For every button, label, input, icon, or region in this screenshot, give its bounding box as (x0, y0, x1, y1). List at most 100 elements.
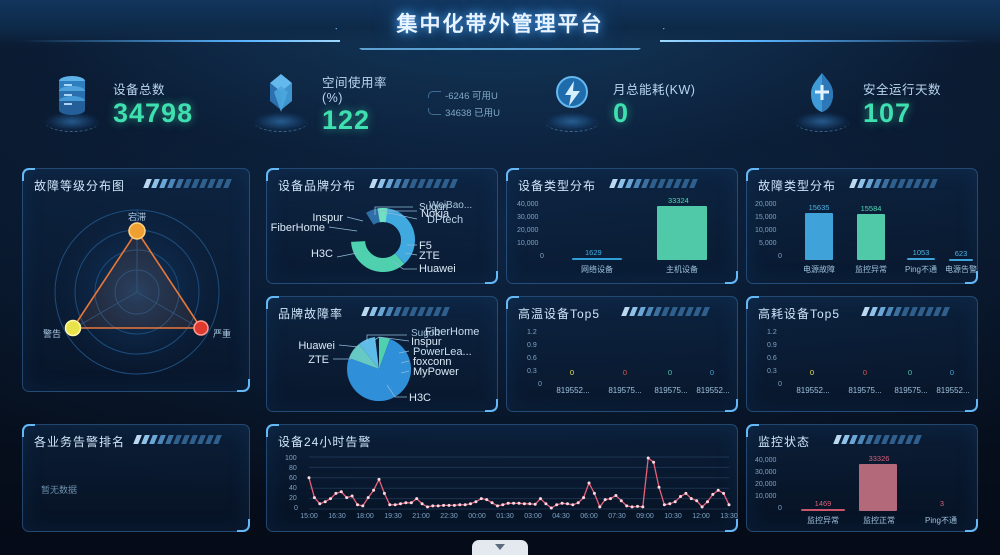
panel-stripes-icon (369, 179, 458, 188)
x-tick: 01:30 (496, 513, 514, 520)
bar-value: 33326 (868, 454, 890, 463)
line-chart-device-24h-alarm: 100 80 60 40 20 0 15:00 16:30 18:00 19:30 21… (267, 451, 739, 527)
used-u-row: 34638 已用U (428, 105, 500, 119)
x-tick: 监控异常 (807, 516, 839, 525)
bar-value: 0 (862, 368, 868, 377)
panel-title: 各业务告警排名 (34, 435, 126, 449)
bar-value: 623 (954, 249, 968, 258)
x-tick: 819575... (608, 386, 642, 395)
x-tick: 03:00 (524, 513, 542, 520)
panel-title: 高耗设备Top5 (758, 307, 841, 321)
y-tick: 20,000 (755, 481, 777, 488)
bar-monitor-abnormal (857, 214, 885, 260)
panel-monitor-status[interactable]: 监控状态 40,000 30,000 20,000 10,000 0 1469 … (746, 424, 978, 532)
x-tick: 819552... (696, 386, 730, 395)
x-tick: 21:00 (412, 513, 430, 520)
panel-device-brand[interactable]: 设备品牌分布 In (266, 168, 498, 284)
y-tick: 40 (289, 485, 297, 492)
panel-title: 设备类型分布 (518, 179, 597, 193)
panel-high-power-top5[interactable]: 高耗设备Top5 1.2 0.9 0.6 0.3 0 0 0 0 0 81955… (746, 296, 978, 412)
x-tick: 12:00 (692, 513, 710, 520)
kpi-value: 34798 (113, 97, 194, 128)
x-tick: 819575... (654, 386, 688, 395)
x-tick: Ping不通 (924, 516, 957, 525)
x-tick: 819552... (936, 386, 970, 395)
panel-stripes-icon (133, 435, 222, 444)
collapse-panel-button[interactable] (472, 540, 528, 555)
kpi-space-usage[interactable]: 空间使用率(%) 122 -6246 可用U 34638 已用U (250, 58, 500, 148)
panel-brand-fault-rate[interactable]: 品牌故障率 Huawei ZTE (266, 296, 498, 412)
svg-text:Inspur: Inspur (312, 212, 343, 224)
x-tick: 13:30 (720, 513, 738, 520)
panel-device-24h-alarm[interactable]: 设备24小时告警 100 80 60 40 20 0 15:00 16:30 18:… (266, 424, 738, 532)
y-tick: 0 (538, 381, 542, 388)
leader-line-icon (428, 108, 442, 115)
bar-network-device (572, 258, 622, 260)
y-tick: 100 (285, 455, 297, 462)
panel-stripes-icon (833, 435, 922, 444)
kpi-space-breakdown: -6246 可用U 34638 已用U (420, 88, 500, 119)
svg-text:H3C: H3C (311, 248, 333, 260)
panel-title: 高温设备Top5 (518, 307, 601, 321)
x-tick: 18:00 (356, 513, 374, 520)
svg-text:Inspur: Inspur (411, 336, 442, 348)
header-rule-left (20, 40, 340, 42)
panel-stripes-icon (849, 179, 938, 188)
svg-text:DPtech: DPtech (427, 214, 463, 226)
panel-fault-type[interactable]: 故障类型分布 20,000 15,000 10,000 5,000 0 1563… (746, 168, 978, 284)
x-tick: 主机设备 (666, 265, 698, 274)
bar-power-alarm (949, 259, 973, 261)
y-tick: 20,000 (517, 227, 539, 234)
svg-text:Sugon: Sugon (419, 202, 448, 213)
bar-ping-unreachable (907, 258, 935, 260)
y-tick: 30,000 (517, 214, 539, 221)
bar-value: 0 (569, 368, 575, 377)
x-tick: 04:30 (552, 513, 570, 520)
panel-title: 设备24小时告警 (278, 435, 372, 449)
x-tick: 00:00 (468, 513, 486, 520)
panel-stripes-icon (143, 179, 232, 188)
panel-stripes-icon (361, 307, 450, 316)
panel-service-alarm-rank[interactable]: 各业务告警排名 暂无数据 (22, 424, 250, 532)
panel-title: 故障等级分布图 (34, 179, 126, 193)
y-tick: 10,000 (755, 493, 777, 500)
x-tick: 819575... (894, 386, 928, 395)
panel-fault-level[interactable]: 故障等级分布图 (22, 168, 250, 392)
panel-title: 监控状态 (758, 435, 811, 449)
bar-value: 1629 (585, 248, 602, 257)
energy-bolt-icon (541, 72, 603, 134)
panel-title: 故障类型分布 (758, 179, 837, 193)
kpi-value: 122 (322, 104, 371, 135)
y-tick: 15,000 (755, 214, 777, 221)
dashboard-header: 集中化带外管理平台 (0, 0, 1000, 52)
x-tick: 电源故障 (803, 265, 835, 274)
kpi-safe-days[interactable]: 安全运行天数 107 (750, 58, 1000, 148)
y-tick: 80 (289, 465, 297, 472)
y-tick: 1.2 (767, 329, 777, 336)
x-tick: 06:00 (580, 513, 598, 520)
panel-stripes-icon (609, 179, 698, 188)
x-tick: 09:00 (636, 513, 654, 520)
header-band (0, 0, 1000, 46)
x-tick: 819575... (848, 386, 882, 395)
radar-chart-fault-level: 宕滞 严重 警告 (23, 195, 249, 387)
bar-monitor-abnormal (801, 509, 845, 511)
bar-power-fault (805, 213, 833, 260)
x-tick: 10:30 (664, 513, 682, 520)
panel-stripes-icon (861, 307, 950, 316)
x-tick: 16:30 (328, 513, 346, 520)
y-tick: 0 (294, 505, 298, 512)
y-tick: 0 (778, 381, 782, 388)
x-axis-ticks: 15:00 16:30 18:00 19:30 21:00 22:30 00:00 01:30… (267, 513, 739, 525)
x-tick: 电源告警 (945, 265, 977, 274)
cube-space-icon (250, 72, 312, 134)
kpi-monthly-energy[interactable]: 月总能耗(KW) 0 (500, 58, 750, 148)
panel-high-temp-top5[interactable]: 高温设备Top5 1.2 0.9 0.6 0.3 0 0 0 0 0 81955… (506, 296, 738, 412)
bar-value: 0 (709, 368, 715, 377)
kpi-device-total[interactable]: 设备总数 34798 (0, 58, 250, 148)
bar-chart-device-type: 40,000 30,000 20,000 10,000 0 1629 33324… (507, 195, 737, 279)
svg-text:FiberHome: FiberHome (425, 326, 479, 338)
bar-value: 33324 (668, 196, 689, 205)
y-tick: 10,000 (755, 227, 777, 234)
panel-device-type[interactable]: 设备类型分布 40,000 30,000 20,000 10,000 0 162… (506, 168, 738, 284)
